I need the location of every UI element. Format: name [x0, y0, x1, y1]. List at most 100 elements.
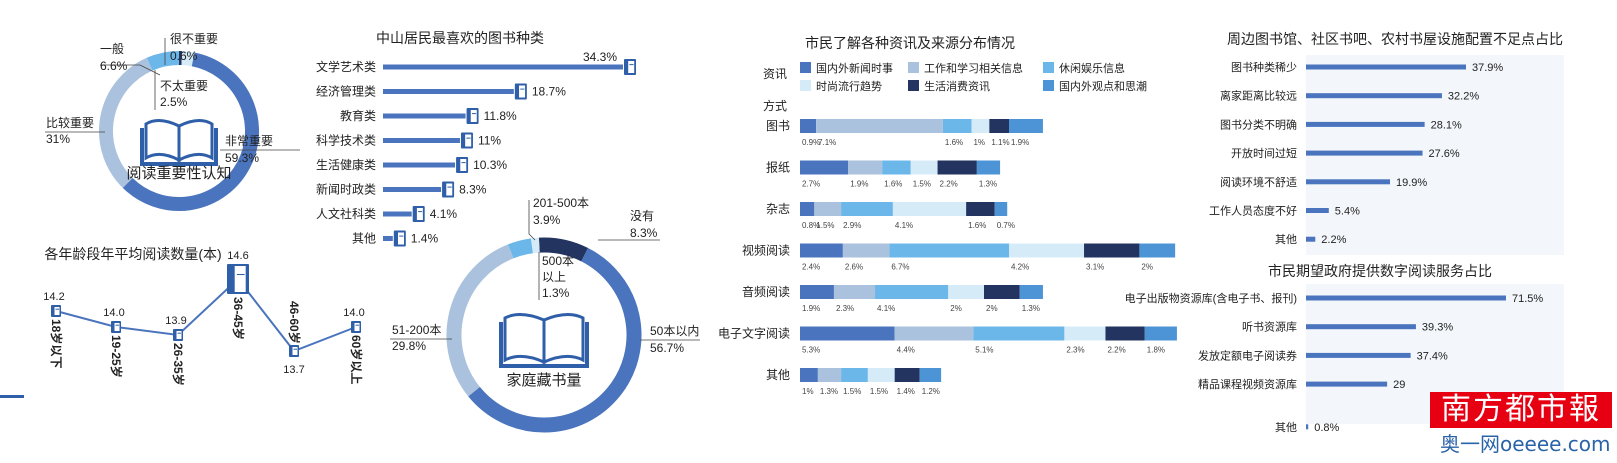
sources-value-0-4: 1.1% — [991, 138, 1009, 147]
sources-value-0-2: 1.6% — [945, 138, 963, 147]
watermark-brand: 南方都市報 — [1430, 392, 1612, 428]
genres-value-0: 34.3% — [583, 50, 617, 64]
genres-book-icon-6 — [413, 206, 425, 222]
genres-book-icon-1-pages — [519, 86, 525, 98]
age-point-4-pages — [293, 347, 298, 355]
facilities-value-3: 27.6% — [1429, 148, 1460, 160]
genres-category-0: 文学艺术类 — [316, 59, 376, 74]
age-line — [56, 279, 356, 351]
age-title: 各年龄段年平均阅读数量(本) — [44, 246, 221, 262]
sources-legend-label-0: 国内外新闻时事 — [816, 61, 893, 75]
sources-value-3-5: 2% — [1141, 263, 1153, 272]
sources-value-2-5: 0.7% — [997, 221, 1015, 230]
age-category-2: 26-35岁 — [171, 343, 186, 386]
sources-legend-label-3: 时尚流行趋势 — [816, 79, 882, 93]
age-category-1: 19-25岁 — [109, 335, 124, 378]
genres-book-icon-0-pages — [628, 61, 634, 73]
home-books-label-1: 51-200本 — [392, 323, 441, 337]
sources-seg-2-1 — [814, 202, 841, 216]
sources-legend-swatch-4 — [908, 80, 919, 91]
sources-seg-0-5 — [1009, 119, 1043, 133]
facilities-value-1: 32.2% — [1448, 91, 1479, 103]
facilities-bar-1 — [1306, 93, 1442, 98]
sources-axis-title: 方式 — [763, 98, 787, 113]
sources-value-5-2: 5.1% — [975, 346, 993, 355]
sources-seg-2-2 — [841, 202, 893, 216]
home-books-book-icon — [501, 315, 587, 367]
sources-seg-6-3 — [868, 368, 895, 382]
genres-value-2: 11.8% — [484, 109, 517, 123]
age-point-2 — [173, 329, 183, 341]
sources-legend-label-5: 国内外观点和思潮 — [1059, 79, 1147, 93]
genres-bar-2 — [383, 114, 466, 119]
sources-seg-2-0 — [800, 202, 814, 216]
genres-book-icon-1 — [515, 84, 527, 100]
sources-category-4: 音频阅读 — [742, 284, 790, 299]
genres-value-3: 11% — [478, 134, 501, 148]
sources-seg-4-5 — [1020, 285, 1043, 299]
genres-value-4: 10.3% — [473, 158, 507, 172]
age-value-5: 14.0 — [343, 307, 364, 319]
sources-seg-5-3 — [1064, 327, 1105, 341]
genres-category-1: 经济管理类 — [316, 84, 376, 99]
age-category-4: 46-60岁 — [287, 301, 302, 344]
genres-book-icon-3 — [461, 133, 473, 149]
sources-category-3: 视频阅读 — [742, 243, 790, 258]
home-books-value-1: 29.8% — [392, 339, 426, 353]
age-value-3: 14.6 — [227, 250, 248, 262]
sources-value-6-2: 1.5% — [843, 387, 861, 396]
genres-value-7: 1.4% — [411, 232, 439, 246]
facilities-bar-3 — [1306, 151, 1423, 156]
sources-seg-6-5 — [920, 368, 941, 382]
facilities-bar-0 — [1306, 65, 1466, 70]
sources-seg-0-1 — [816, 119, 943, 133]
importance-value-1: 31% — [46, 132, 70, 146]
facilities-value-2: 28.1% — [1431, 119, 1462, 131]
home-books-book-icon-right-page — [544, 315, 583, 363]
facilities-category-2: 图书分类不明确 — [1220, 117, 1297, 131]
sources-seg-4-2 — [875, 285, 948, 299]
sources-value-1-3: 1.5% — [913, 180, 931, 189]
sources-seg-0-0 — [800, 119, 816, 133]
genres-bar-4 — [383, 163, 455, 168]
importance-book-icon-right-page — [179, 121, 212, 161]
sources-seg-4-0 — [800, 285, 834, 299]
sources-category-2: 杂志 — [766, 202, 790, 216]
sources-seg-4-3 — [948, 285, 984, 299]
home-books-label-2: 201-500本 — [533, 196, 589, 210]
sources-value-6-0: 1% — [802, 387, 814, 396]
genres-value-5: 8.3% — [459, 183, 487, 197]
genres-bar-7 — [383, 236, 393, 241]
genres-book-icon-5 — [442, 182, 454, 198]
sources-seg-6-1 — [818, 368, 841, 382]
sources-value-2-2: 2.9% — [843, 221, 861, 230]
importance-value-3: 0.6% — [170, 49, 198, 63]
importance-label-2: 一般 — [100, 41, 124, 56]
sources-seg-1-2 — [882, 161, 911, 175]
age-point-1-pages — [115, 323, 120, 331]
sources-legend-title: 资讯 — [763, 67, 787, 81]
sources-value-4-5: 1.3% — [1022, 304, 1040, 313]
facilities-category-0: 图书种类稀少 — [1231, 60, 1297, 74]
genres-book-icon-7-pages — [398, 233, 404, 245]
sources-value-4-1: 2.3% — [836, 304, 854, 313]
importance-label-3: 很不重要 — [170, 32, 218, 46]
home-books-label-0: 50本以内 — [650, 324, 699, 338]
facilities-title: 周边图书馆、社区书吧、农村书屋设施配置不足点占比 — [1227, 31, 1563, 47]
digital-value-0: 71.5% — [1512, 293, 1543, 305]
digital-category-0: 电子出版物资源库(含电子书、报刊) — [1125, 291, 1297, 305]
genres-category-7: 其他 — [352, 232, 376, 246]
sources-seg-5-5 — [1145, 327, 1177, 341]
importance-label-0: 非常重要 — [225, 134, 273, 148]
importance-label-4: 不太重要 — [160, 78, 208, 93]
sources-legend-label-1: 工作和学习相关信息 — [924, 61, 1023, 75]
sources-value-6-1: 1.3% — [820, 387, 838, 396]
sources-seg-6-0 — [800, 368, 818, 382]
age-value-1: 14.0 — [103, 307, 124, 319]
age-point-3 — [227, 264, 249, 294]
home-books-value-2: 3.9% — [533, 213, 561, 227]
sources-seg-3-2 — [889, 244, 1009, 258]
genres-bar-0 — [383, 65, 623, 70]
sources-value-3-3: 4.2% — [1011, 263, 1029, 272]
digital-value-1: 39.3% — [1422, 322, 1453, 334]
